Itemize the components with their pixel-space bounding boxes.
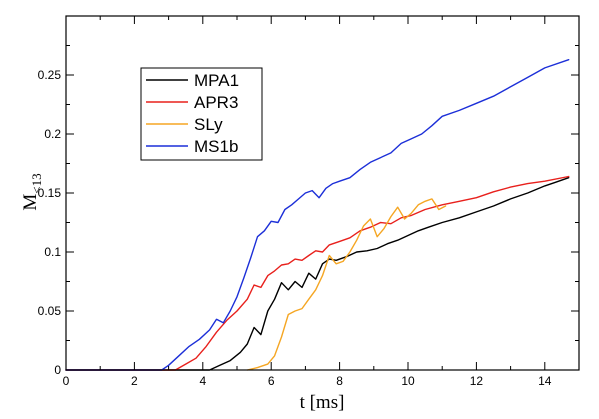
x-tick-label: 10 <box>401 374 415 388</box>
series-line-sly <box>246 198 447 371</box>
x-tick-label: 14 <box>538 374 552 388</box>
y-tick-label: 0.25 <box>38 68 62 82</box>
legend-label-mpa1: MPA1 <box>194 71 239 90</box>
y-tick-label: 0 <box>54 363 61 377</box>
legend-items: MPA1 APR3 SLy MS1b <box>146 71 239 156</box>
legend-label-ms1b: MS1b <box>194 137 238 156</box>
legend: MPA1 APR3 SLy MS1b <box>140 67 263 161</box>
x-tick-label: 0 <box>63 374 70 388</box>
legend-box <box>140 67 263 161</box>
x-tick-label: 4 <box>199 374 206 388</box>
y-axis-title-sub: <13 <box>29 173 44 193</box>
tick-labels: 0 2 4 6 8 10 12 14 0 0.05 0.1 0.15 0.2 0.25 <box>38 68 552 388</box>
plot-area <box>65 59 570 371</box>
y-tick-label: 0.15 <box>38 186 62 200</box>
y-tick-label: 0.1 <box>44 245 61 259</box>
x-axis-title: t [ms] <box>300 392 345 413</box>
x-tick-label: 6 <box>268 374 275 388</box>
series-line-mpa1 <box>65 177 570 371</box>
y-axis-title: M<13 <box>20 173 44 210</box>
x-tick-label: 8 <box>336 374 343 388</box>
axis-ticks <box>65 16 579 371</box>
legend-label-apr3: APR3 <box>194 93 238 112</box>
series-line-ms1b <box>65 59 570 371</box>
x-tick-label: 12 <box>470 374 484 388</box>
y-axis-title-main: M <box>20 194 41 211</box>
legend-label-sly: SLy <box>194 115 223 134</box>
x-tick-label: 2 <box>131 374 138 388</box>
y-tick-label: 0.05 <box>38 304 62 318</box>
series-line-apr3 <box>65 175 570 371</box>
y-tick-label: 0.2 <box>44 127 61 141</box>
